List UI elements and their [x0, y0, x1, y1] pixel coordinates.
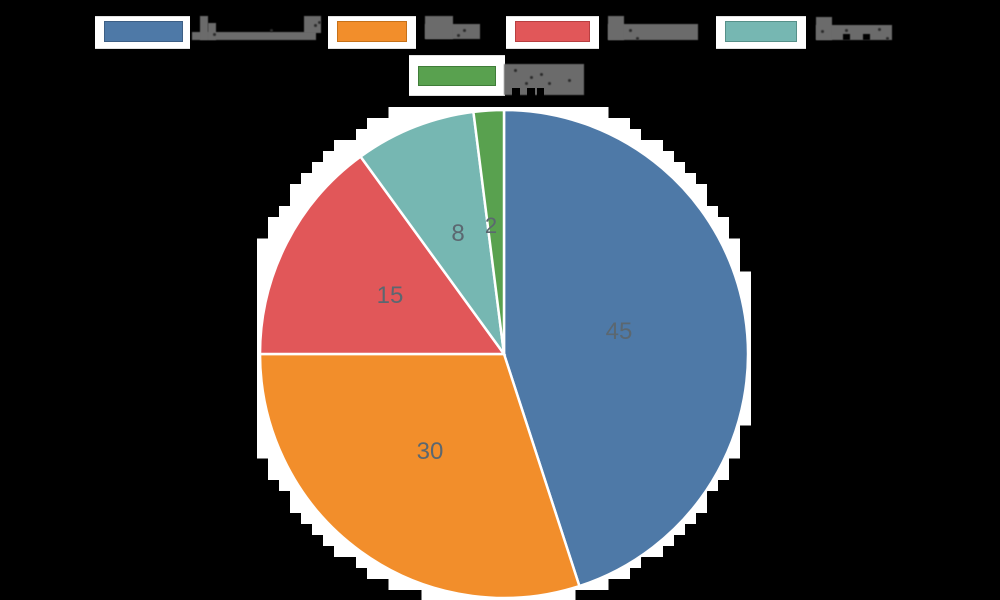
- svg-text:8: 8: [451, 220, 464, 247]
- svg-text:15: 15: [377, 282, 404, 309]
- svg-text:45: 45: [606, 318, 633, 345]
- svg-text:2: 2: [485, 213, 497, 238]
- svg-text:30: 30: [417, 438, 444, 465]
